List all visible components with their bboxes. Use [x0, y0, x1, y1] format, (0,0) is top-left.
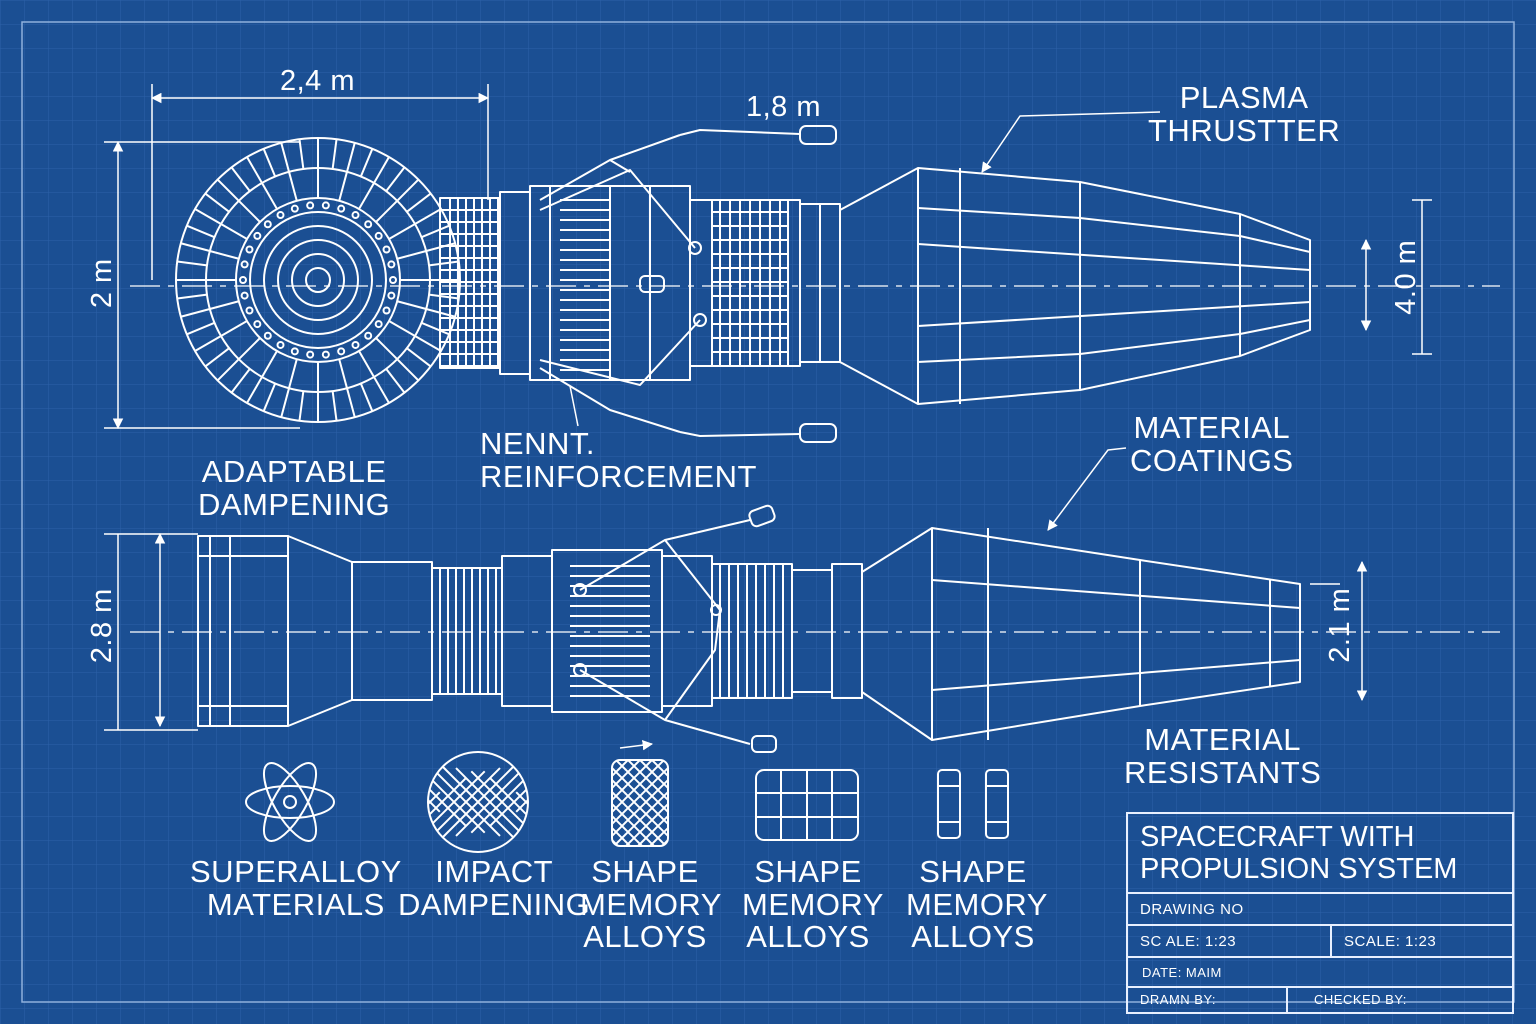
drawing-no-label: DRAWING NO — [1140, 901, 1244, 918]
dim-top-width: 2,4 m — [280, 65, 356, 97]
landing-arms — [539, 125, 837, 443]
scale-row: SC ALE: 1:23 SCALE: 1:23 — [1128, 924, 1512, 958]
sheet-border — [21, 21, 1515, 1003]
dim-arm-length: 1,8 m — [746, 91, 822, 123]
label-material-resistants: MATERIAL RESISTANTS — [1124, 722, 1322, 790]
legend-caption-impact: IMPACT DAMPENING — [398, 854, 591, 922]
atom-icon — [245, 762, 335, 842]
bottom-spacecraft — [130, 504, 1500, 753]
dim-top-height: 2 m — [85, 258, 118, 309]
plasma-thruster-nozzle — [839, 167, 1311, 405]
signature-row: DRAMN BY: CHECKED BY: — [1128, 986, 1512, 1012]
checked-by-field: CHECKED BY: — [1314, 992, 1407, 1007]
dim-bottom-nozzle-height: 2.1 m — [1323, 587, 1356, 663]
date-row: DATE: MAIM — [1128, 956, 1512, 990]
scale-left: SC ALE: 1:23 — [1140, 933, 1237, 950]
bottom-arms — [573, 504, 777, 753]
drawing-no-row: DRAWING NO — [1128, 892, 1512, 926]
scale-right: SCALE: 1:23 — [1344, 933, 1437, 950]
top-spacecraft — [130, 125, 1500, 443]
legend-caption-shape-memory-3: SHAPE MEMORY ALLOYS — [906, 854, 1048, 955]
legend-caption-shape-memory-1: SHAPE MEMORY ALLOYS — [580, 854, 722, 955]
dim-bottom-height: 2.8 m — [85, 588, 118, 664]
drawn-by-field: DRAMN BY: — [1140, 992, 1217, 1007]
dim-nozzle-height: 4.0 m — [1389, 239, 1422, 315]
end-cap — [197, 535, 289, 727]
bottom-nozzle — [861, 527, 1301, 741]
label-adaptable-dampening: ADAPTABLE DAMPENING — [198, 454, 391, 522]
title-block: SPACECRAFT WITH PROPULSION SYSTEM DRAWIN… — [1126, 812, 1514, 1014]
radiator-disc — [175, 137, 461, 423]
dimension-lines — [104, 84, 1432, 751]
legend-caption-shape-memory-2: SHAPE MEMORY ALLOYS — [742, 854, 884, 955]
legend-caption-superalloy: SUPERALLOY MATERIALS — [190, 854, 402, 922]
label-reinforcement: NENNT. REINFORCEMENT — [480, 426, 757, 494]
bar-pair-icon — [937, 769, 1009, 839]
grid-panel-icon — [755, 769, 859, 841]
label-material-coatings: MATERIAL COATINGS — [1130, 410, 1294, 478]
lattice-panel-icon — [611, 759, 669, 847]
date-field: DATE: MAIM — [1142, 965, 1222, 980]
drawing-title: SPACECRAFT WITH PROPULSION SYSTEM — [1140, 821, 1458, 885]
label-plasma-thruster: PLASMA THRUSTTER — [1148, 80, 1341, 148]
mesh-sphere-icon — [427, 751, 529, 853]
